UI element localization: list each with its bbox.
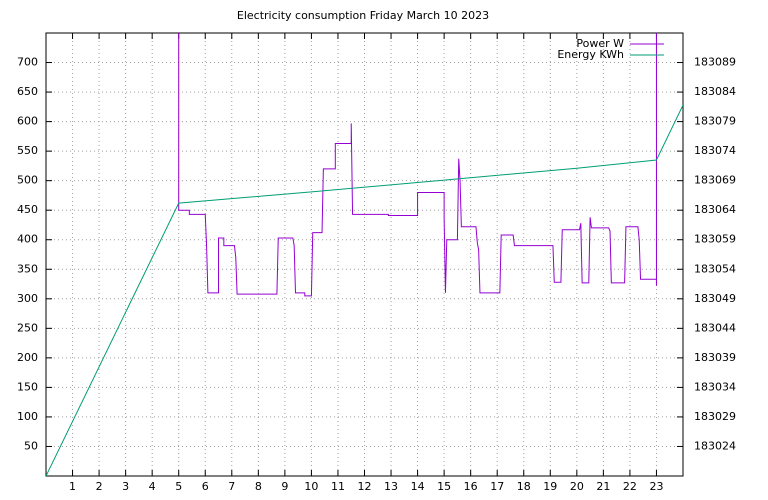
series-line [46,104,683,476]
x-tick-label: 23 [649,480,663,493]
y2-tick-label: 183044 [694,321,736,334]
y-tick-label: 100 [17,410,38,423]
y-tick-label: 150 [17,380,38,393]
x-tick-label: 4 [149,480,156,493]
y-tick-label: 250 [17,321,38,334]
y2-tick-label: 183089 [694,56,736,69]
x-tick-label: 22 [623,480,637,493]
x-tick-label: 14 [411,480,425,493]
y2-tick-label: 183084 [694,85,736,98]
y-tick-label: 350 [17,262,38,275]
plot-area [46,33,683,476]
y-tick-label: 600 [17,115,38,128]
x-tick-label: 20 [570,480,584,493]
legend-label: Energy KWh [557,48,624,61]
x-tick-label: 13 [384,480,398,493]
x-tick-label: 11 [331,480,345,493]
y2-tick-label: 183059 [694,233,736,246]
x-tick-label: 3 [122,480,129,493]
x-tick-label: 10 [304,480,318,493]
y2-tick-label: 183029 [694,410,736,423]
x-tick-label: 19 [543,480,557,493]
y-tick-label: 400 [17,233,38,246]
y-tick-label: 50 [24,439,38,452]
legend-label: Power W [576,37,624,50]
y2-tick-label: 183074 [694,144,736,157]
x-tick-label: 9 [281,480,288,493]
y2-tick-label: 183039 [694,351,736,364]
y-tick-label: 200 [17,351,38,364]
x-tick-label: 18 [517,480,531,493]
x-tick-label: 7 [228,480,235,493]
y2-tick-label: 183034 [694,380,736,393]
x-tick-label: 5 [175,480,182,493]
y2-tick-label: 183049 [694,292,736,305]
x-tick-label: 21 [596,480,610,493]
x-tick-label: 6 [202,480,209,493]
y-tick-label: 500 [17,174,38,187]
plot-frame [45,32,684,477]
y-tick-label: 700 [17,56,38,69]
y-tick-label: 650 [17,85,38,98]
y2-tick-label: 183079 [694,115,736,128]
x-tick-label: 2 [96,480,103,493]
y2-tick-label: 183064 [694,203,736,216]
y2-tick-label: 183054 [694,262,736,275]
x-tick-label: 12 [358,480,372,493]
x-tick-label: 17 [490,480,504,493]
x-tick-label: 1 [69,480,76,493]
chart-title: Electricity consumption Friday March 10 … [237,9,489,22]
y-tick-label: 300 [17,292,38,305]
y2-tick-label: 183069 [694,174,736,187]
series-line [178,33,657,297]
y-tick-label: 450 [17,203,38,216]
x-tick-label: 16 [464,480,478,493]
x-tick-label: 15 [437,480,451,493]
y2-tick-label: 183024 [694,439,736,452]
x-tick-label: 8 [255,480,262,493]
y-tick-label: 550 [17,144,38,157]
